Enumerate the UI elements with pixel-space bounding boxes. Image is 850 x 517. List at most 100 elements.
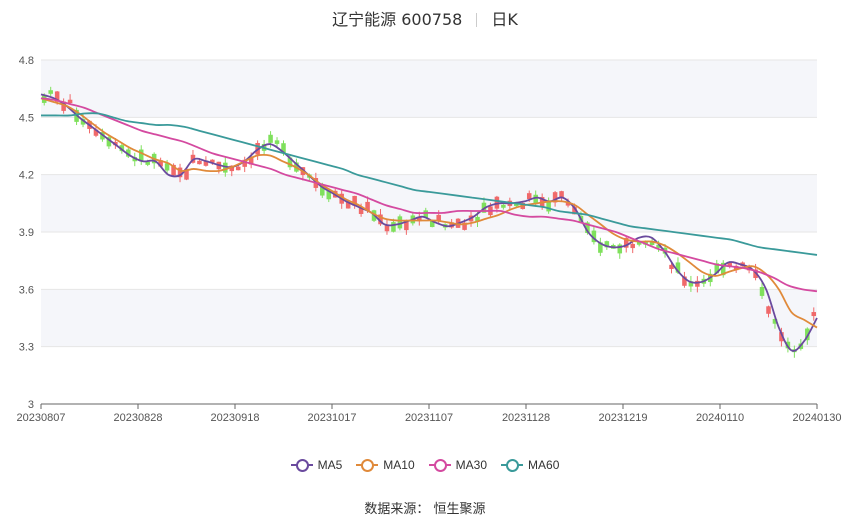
candle-body <box>423 210 429 218</box>
candle-body <box>636 241 642 245</box>
candle-body <box>494 196 500 209</box>
series-line-ma30 <box>40 97 818 293</box>
grid-band <box>41 60 817 118</box>
candle-body <box>404 221 409 231</box>
stock-name: 辽宁能源 600758 <box>332 10 463 29</box>
candle-body <box>235 166 241 171</box>
x-tick-label: 20231128 <box>502 412 550 424</box>
candle-body <box>54 91 60 102</box>
y-tick-label: 3.6 <box>19 284 34 296</box>
candle-body <box>93 129 99 136</box>
legend-ma30[interactable]: MA30 <box>428 458 488 472</box>
legend-ma10-label: MA10 <box>383 458 415 472</box>
candle-body <box>61 101 66 111</box>
candle-body <box>184 168 189 180</box>
candle-body <box>585 222 590 233</box>
candle-body <box>436 214 441 222</box>
candle-body <box>475 216 480 222</box>
candle-body <box>805 328 810 341</box>
y-tick-label: 4.5 <box>19 112 34 124</box>
candle-body <box>733 265 739 271</box>
candle-body <box>229 165 235 172</box>
x-tick-label: 20231107 <box>405 412 453 424</box>
candle-body <box>772 318 778 324</box>
period-label: 日K <box>491 10 518 29</box>
candle-body <box>759 287 765 296</box>
candle-body <box>106 137 112 147</box>
y-tick-label: 3 <box>28 399 34 411</box>
candle-body <box>630 243 635 249</box>
candle-body <box>572 206 577 215</box>
candle-body <box>714 263 720 274</box>
candle-body <box>268 134 273 143</box>
legend-ma10-marker <box>356 458 379 472</box>
candle-body <box>384 225 390 232</box>
candle-body <box>345 201 351 209</box>
series-line-ma5 <box>40 93 818 352</box>
legend-ma60[interactable]: MA60 <box>501 458 559 472</box>
candle-body <box>617 244 623 254</box>
candle-body <box>397 216 403 229</box>
y-tick-label: 3.3 <box>19 342 34 354</box>
candle-body <box>501 204 506 208</box>
legend-ma10[interactable]: MA10 <box>356 458 415 472</box>
y-tick-label: 4.8 <box>19 55 34 67</box>
candle-body <box>669 264 674 269</box>
candle-body <box>462 222 467 230</box>
candle-body <box>326 190 332 200</box>
candle-body <box>526 193 532 200</box>
candle-body <box>604 241 610 248</box>
candle-body <box>811 312 817 317</box>
series-line-ma10 <box>40 97 818 329</box>
candle-body <box>287 157 293 168</box>
candle-body <box>623 237 629 248</box>
candle-body <box>177 167 183 178</box>
candle-body <box>779 332 784 342</box>
candle-body <box>649 241 655 246</box>
title-separator <box>476 13 478 27</box>
candle-body <box>242 159 247 167</box>
candle-body <box>417 217 422 222</box>
candle-body <box>533 194 538 205</box>
x-tick-label: 20240130 <box>793 412 842 424</box>
candle-body <box>158 160 163 167</box>
candle-body <box>210 159 215 163</box>
candle-body <box>164 163 170 171</box>
candle-body <box>656 244 661 248</box>
chart-title: 辽宁能源 600758 日K <box>0 6 850 30</box>
candle-body <box>197 160 202 165</box>
legend-ma5-label: MA5 <box>317 458 343 472</box>
candle-body <box>365 201 370 211</box>
candle-body <box>48 90 53 94</box>
legend-ma5-marker <box>290 458 313 472</box>
candle-body <box>720 262 726 276</box>
candle-body <box>171 164 176 176</box>
x-tick-label: 20231219 <box>599 412 648 424</box>
data-source: 数据来源： 恒生聚源 <box>364 502 486 517</box>
candle-body <box>203 160 209 166</box>
x-tick-label: 20230918 <box>211 412 260 424</box>
series-line-ma60 <box>41 112 818 256</box>
candle-body <box>378 214 383 225</box>
x-tick-label: 20231017 <box>308 412 357 424</box>
candle-body <box>695 280 700 287</box>
x-tick-label: 20230807 <box>17 412 66 424</box>
candle-body <box>281 143 286 154</box>
candle-body <box>429 220 435 228</box>
legend-ma30-marker <box>428 458 451 472</box>
candle-body <box>391 222 396 232</box>
candle-body <box>565 202 571 206</box>
candle-body <box>727 262 732 267</box>
legend-ma30-label: MA30 <box>455 458 488 472</box>
candle-body <box>598 242 603 253</box>
x-tick-label: 20240110 <box>696 412 744 424</box>
legend: MA5 MA10 MA30 MA60 <box>0 458 850 472</box>
x-tick-label: 20230828 <box>114 412 163 424</box>
candle-body <box>248 157 254 165</box>
candle-body <box>352 195 357 206</box>
candle-body <box>223 162 228 173</box>
legend-ma5[interactable]: MA5 <box>290 458 343 472</box>
candle-body <box>274 140 280 144</box>
candle-body <box>591 230 597 243</box>
